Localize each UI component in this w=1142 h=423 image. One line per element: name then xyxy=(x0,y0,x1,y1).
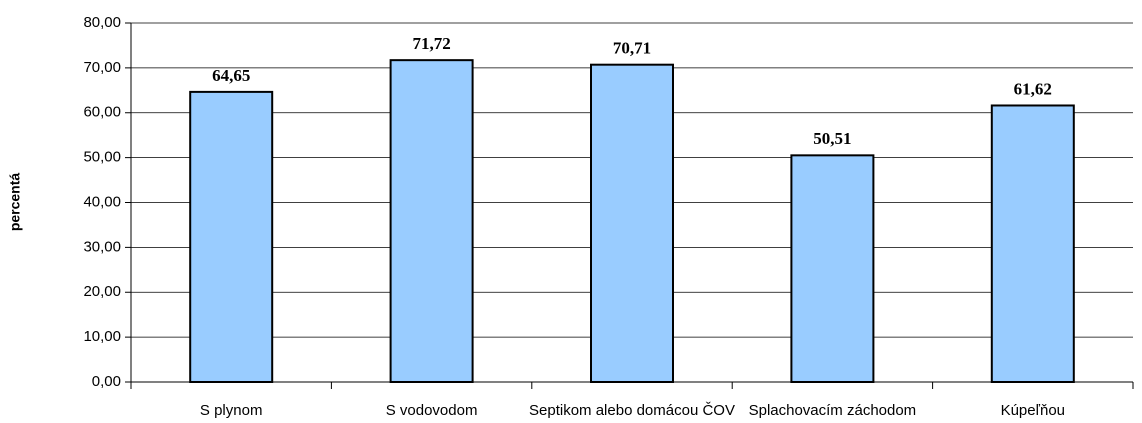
y-tick-label: 60,00 xyxy=(83,104,121,121)
x-tick-label: S vodovodom xyxy=(386,402,478,419)
y-tick-label: 50,00 xyxy=(83,149,121,166)
bar xyxy=(990,104,1075,383)
bar xyxy=(189,90,274,384)
x-tick-label: Kúpeľňou xyxy=(1001,402,1065,419)
x-tick-label: Splachovacím záchodom xyxy=(749,402,917,419)
y-tick-label: 10,00 xyxy=(83,328,121,345)
y-tick-label: 30,00 xyxy=(83,238,121,255)
bar xyxy=(590,63,674,383)
y-tick-label: 0,00 xyxy=(92,373,121,390)
y-tick-label: 80,00 xyxy=(83,14,121,31)
y-tick-label: 70,00 xyxy=(83,59,121,76)
bar xyxy=(790,154,875,383)
value-label: 71,72 xyxy=(412,34,450,53)
value-label: 50,51 xyxy=(813,129,851,148)
bar xyxy=(389,59,474,384)
x-tick-label: S plynom xyxy=(200,402,263,419)
y-tick-label: 40,00 xyxy=(83,193,121,210)
y-tick-label: 20,00 xyxy=(83,283,121,300)
value-label: 61,62 xyxy=(1014,79,1052,98)
x-tick-label: Septikom alebo domácou ČOV xyxy=(529,402,735,419)
value-label: 64,65 xyxy=(212,66,250,85)
y-axis-label: percentá xyxy=(7,173,23,232)
value-label: 70,71 xyxy=(613,39,651,58)
